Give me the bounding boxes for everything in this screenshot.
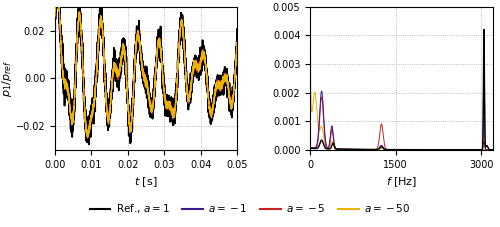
Y-axis label: $p_1/p_{ref}$: $p_1/p_{ref}$ <box>0 60 14 97</box>
Legend: Ref., $a=1$, $a=-1$, $a=-5$, $a=-50$: Ref., $a=1$, $a=-1$, $a=-5$, $a=-50$ <box>86 198 414 220</box>
X-axis label: $t$ [s]: $t$ [s] <box>134 175 158 189</box>
X-axis label: $f$ [Hz]: $f$ [Hz] <box>386 175 417 189</box>
